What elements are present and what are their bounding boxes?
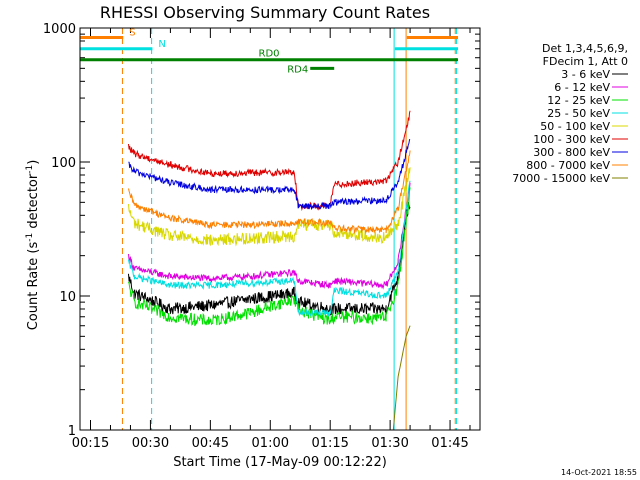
flag-label-n: N — [158, 39, 165, 50]
y-axis-label-end: ) — [26, 160, 41, 165]
y-tick-label: 1 — [68, 424, 76, 439]
series-line-6 — [128, 110, 411, 212]
legend-label: 800 - 7000 keV — [526, 159, 610, 172]
x-tick-label: 00:45 — [192, 436, 229, 451]
x-tick-label: 01:00 — [252, 436, 289, 451]
series-line-9 — [392, 325, 411, 431]
legend-label: 7000 - 15000 keV — [512, 172, 610, 185]
plot-frame — [79, 27, 481, 431]
legend-label: 3 - 6 keV — [561, 68, 610, 81]
legend-label: 25 - 50 keV — [547, 107, 610, 120]
y-tick-label: 10 — [59, 290, 76, 305]
y-tick-label: 1000 — [43, 22, 76, 37]
legend-label: 100 - 300 keV — [533, 133, 610, 146]
series-line-3 — [128, 187, 411, 327]
x-axis-label: Start Time (17-May-09 00:12:22) — [173, 455, 387, 470]
y-axis-label-sup1: -1 — [25, 233, 35, 242]
legend: Det 1,3,4,5,6,9,FDecim 1, Att 03 - 6 keV… — [512, 42, 628, 185]
x-tick-label: 00:15 — [72, 436, 109, 451]
y-tick-label: 100 — [51, 156, 76, 171]
legend-label: 12 - 25 keV — [547, 94, 610, 107]
footer-timestamp: 14-Oct-2021 18:55 — [561, 468, 637, 477]
series-line-7 — [128, 139, 411, 210]
series-line-2 — [128, 182, 411, 290]
flag-label-s: S — [129, 27, 135, 38]
y-axis-label-sup2: -1 — [25, 165, 35, 174]
plot-area: 1 10 100 1000 00:15 00:30 00:45 01:00 01:15 01:30… — [43, 22, 480, 451]
y-axis-label: Count Rate (s-1 detector-1) — [25, 160, 41, 331]
chart-title: RHESSI Observing Summary Count Rates — [100, 3, 430, 22]
x-tick-label: 01:15 — [311, 436, 348, 451]
x-tick-label: 00:30 — [132, 436, 169, 451]
series-line-5 — [128, 167, 411, 247]
y-axis-label-mid: detector — [26, 173, 41, 233]
legend-header: FDecim 1, Att 0 — [543, 55, 628, 68]
series-line-4 — [128, 180, 411, 318]
flag-label-rd4: RD4 — [287, 64, 308, 75]
x-tick-label: 01:30 — [371, 436, 408, 451]
legend-label: 50 - 100 keV — [540, 120, 610, 133]
series-line-1 — [128, 202, 411, 316]
legend-label: 6 - 12 keV — [554, 81, 610, 94]
x-tick-label: 01:45 — [431, 436, 468, 451]
legend-label: 300 - 800 keV — [533, 146, 610, 159]
legend-header: Det 1,3,4,5,6,9, — [542, 42, 628, 55]
flag-label-rd0: RD0 — [259, 49, 280, 60]
series-line-8 — [128, 150, 411, 235]
y-axis-label-main: Count Rate (s — [26, 242, 41, 331]
